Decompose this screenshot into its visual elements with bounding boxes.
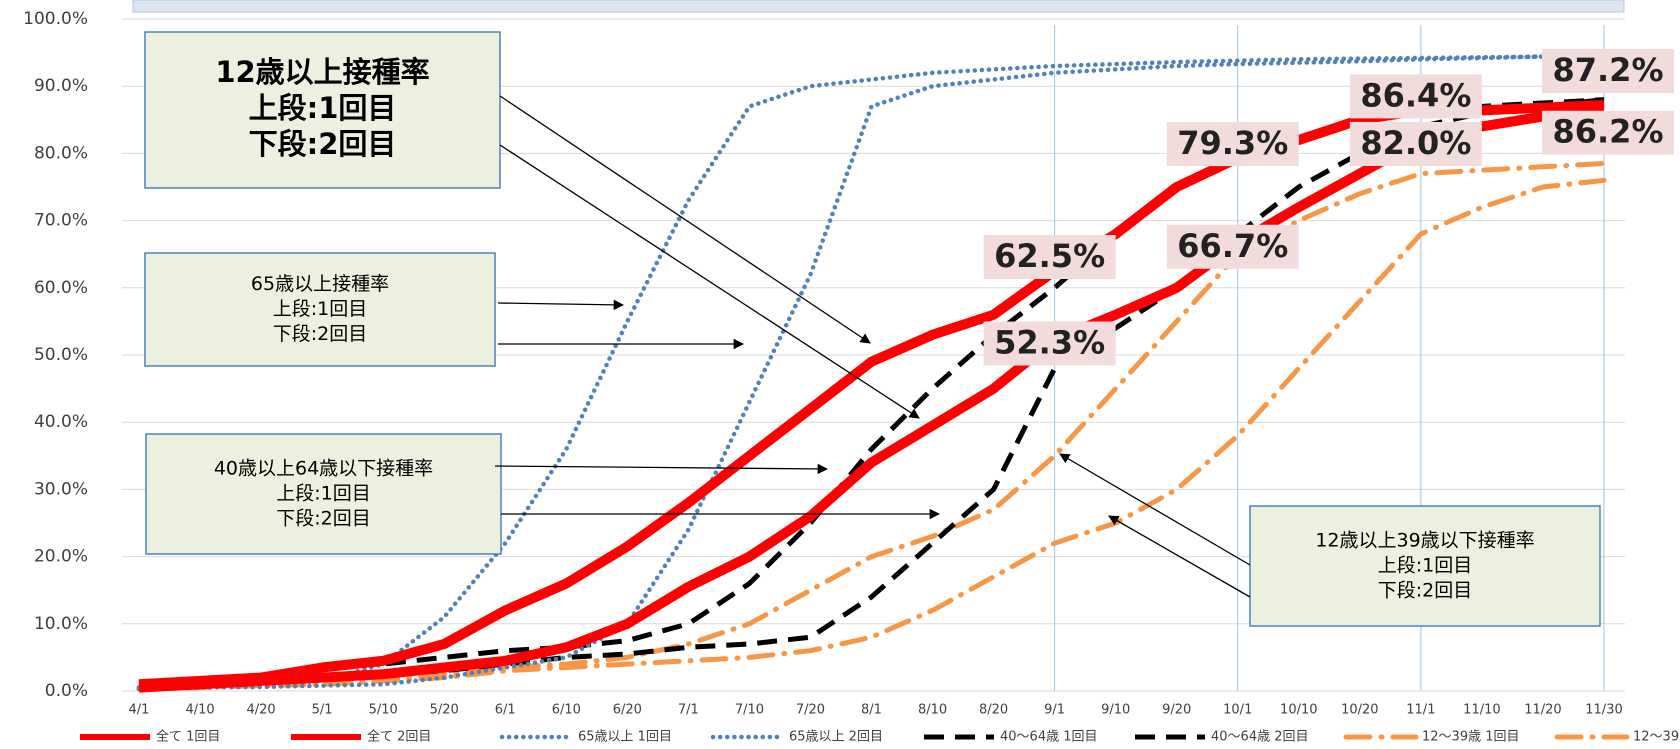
legend-label: 全て 2回目 [367, 729, 431, 745]
x-tick-label: 7/1 [678, 703, 699, 718]
annotation-text: 12歳以上接種率 [215, 55, 429, 89]
annotation-box [144, 252, 496, 367]
y-tick-label: 50.0% [34, 345, 88, 365]
legend-label: 12～39歳 2回目 [1633, 730, 1680, 745]
legend-label: 65歳以上 1回目 [578, 730, 672, 745]
y-tick-label: 60.0% [34, 278, 88, 298]
series-line [138, 106, 1605, 693]
legend-label: 全て 1回目 [156, 729, 220, 745]
value-label: 62.5% [994, 237, 1105, 275]
annotation-text: 下段:2回目 [249, 127, 397, 161]
x-tick-label: 6/20 [613, 703, 642, 718]
value-label-box [1166, 224, 1299, 269]
value-label-box [1349, 121, 1482, 166]
series-line [138, 100, 1605, 690]
series-line [136, 53, 1607, 692]
value-label: 86.4% [1360, 76, 1471, 114]
annotation-text: 下段:2回目 [1378, 580, 1473, 602]
annotation-arrow [494, 463, 829, 475]
value-label: 66.7% [1177, 227, 1288, 265]
x-tick-label: 6/1 [495, 703, 516, 718]
annotation-arrow [1059, 453, 1251, 566]
y-tick-label: 30.0% [34, 479, 88, 499]
annotation-text: 40歳以上64歳以下接種率 [214, 458, 433, 480]
y-tick-label: 0.0% [45, 681, 88, 701]
annotation-box [144, 31, 501, 189]
x-tick-label: 5/20 [430, 703, 459, 718]
x-tick-label: 7/10 [735, 703, 764, 718]
y-tick-label: 80.0% [34, 143, 88, 163]
legend-label: 65歳以上 2回目 [789, 730, 883, 745]
x-tick-label: 11/10 [1463, 703, 1500, 718]
value-label-box [1542, 110, 1674, 155]
x-tick-label: 7/20 [796, 703, 825, 718]
annotation-text: 上段:1回目 [276, 483, 371, 505]
value-label: 52.3% [994, 324, 1105, 362]
x-tick-label: 10/1 [1223, 703, 1252, 718]
value-label-box [983, 235, 1116, 279]
legend-label: 12～39歳 1回目 [1422, 730, 1520, 745]
legend-label: 40～64歳 2回目 [1211, 730, 1309, 745]
x-tick-label: 9/10 [1101, 703, 1130, 718]
y-tick-label: 90.0% [34, 76, 88, 96]
x-tick-label: 8/1 [861, 703, 882, 718]
annotation-text: 65歳以上接種率 [251, 273, 389, 295]
annotation-arrow [499, 144, 920, 419]
y-tick-label: 70.0% [34, 211, 88, 231]
x-tick-label: 8/20 [979, 703, 1008, 718]
annotation-text: 下段:2回目 [273, 323, 368, 345]
annotation-text: 上段:1回目 [1378, 555, 1473, 577]
x-tick-label: 10/10 [1280, 703, 1317, 718]
y-tick-label: 20.0% [34, 547, 88, 567]
y-tick-label: 10.0% [34, 614, 88, 634]
x-tick-label: 11/30 [1585, 703, 1622, 718]
annotation-text: 12歳以上39歳以下接種率 [1315, 530, 1534, 552]
legend-label: 40～64歳 1回目 [1000, 730, 1098, 745]
x-tick-label: 4/1 [129, 703, 150, 718]
series-line [136, 177, 1607, 692]
x-tick-label: 6/10 [552, 703, 581, 718]
annotation-arrow [1108, 515, 1251, 598]
x-tick-label: 4/10 [185, 703, 214, 718]
value-label: 87.2% [1552, 51, 1663, 89]
value-label-box [1542, 49, 1674, 94]
x-tick-label: 11/1 [1406, 703, 1435, 718]
x-tick-label: 11/20 [1524, 703, 1561, 718]
value-label-box [1349, 74, 1482, 119]
annotation-arrow [497, 299, 625, 311]
value-label: 82.0% [1360, 124, 1471, 162]
annotation-box [1249, 505, 1601, 627]
x-tick-label: 5/10 [369, 703, 398, 718]
x-tick-label: 9/20 [1162, 703, 1191, 718]
value-label-box [983, 321, 1116, 366]
title-band [132, 0, 1625, 13]
x-tick-label: 5/1 [312, 703, 333, 718]
x-tick-label: 10/20 [1341, 703, 1378, 718]
y-tick-label: 40.0% [34, 412, 88, 432]
annotation-text: 上段:1回目 [273, 298, 368, 320]
value-label-box [1166, 122, 1299, 167]
x-tick-label: 9/1 [1044, 703, 1065, 718]
annotation-text: 下段:2回目 [276, 508, 371, 530]
annotation-box [145, 433, 502, 555]
y-tick-label: 100.0% [23, 9, 88, 29]
value-label: 86.2% [1552, 113, 1663, 151]
annotation-arrow [499, 95, 871, 344]
x-tick-label: 4/20 [246, 703, 275, 718]
series-line [138, 97, 1605, 691]
value-label: 79.3% [1177, 124, 1288, 162]
annotation-text: 上段:1回目 [249, 91, 397, 125]
x-tick-label: 8/10 [918, 703, 947, 718]
